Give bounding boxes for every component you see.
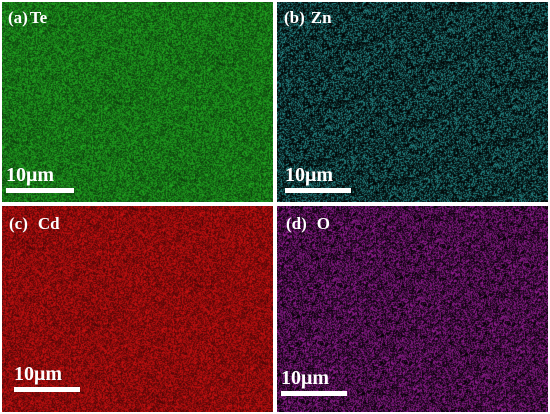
element-name-te: Te — [29, 8, 48, 27]
panel-label-b: (b) Zn — [284, 8, 332, 28]
panel-zn-map: (b) Zn 10μm — [277, 2, 548, 202]
scale-line-d — [281, 391, 347, 396]
panel-tag-d: (d) — [286, 214, 307, 233]
panel-label-c: (c) Cd — [9, 214, 60, 234]
panel-tag-b: (b) — [284, 8, 305, 27]
scale-label-b: 10μm — [285, 164, 333, 186]
te-map-image — [2, 2, 273, 202]
element-name-cd: Cd — [37, 214, 60, 233]
element-name-o: O — [316, 214, 331, 233]
panel-o-map: (d) O 10μm — [277, 206, 548, 412]
scale-bar-d: 10μm — [281, 368, 347, 396]
scale-bar-b: 10μm — [285, 165, 351, 193]
scale-line-b — [285, 188, 351, 193]
scale-line-a — [6, 188, 74, 193]
cd-map-image — [2, 206, 273, 412]
zn-map-image — [277, 2, 548, 202]
panel-te-map: (a) Te 10μm — [2, 2, 273, 202]
panel-cd-map: (c) Cd 10μm — [2, 206, 273, 412]
panel-tag-a: (a) — [8, 8, 28, 27]
scale-line-c — [14, 387, 80, 392]
panel-label-d: (d) O — [286, 214, 330, 234]
panel-tag-c: (c) — [9, 214, 28, 233]
scale-label-a: 10μm — [6, 164, 54, 186]
scale-bar-a: 10μm — [6, 165, 74, 193]
scale-bar-c: 10μm — [14, 364, 80, 392]
element-name-zn: Zn — [310, 8, 332, 27]
scale-label-c: 10μm — [14, 363, 62, 385]
panel-label-a: (a) Te — [8, 8, 47, 28]
o-map-image — [277, 206, 548, 412]
scale-label-d: 10μm — [281, 367, 329, 389]
